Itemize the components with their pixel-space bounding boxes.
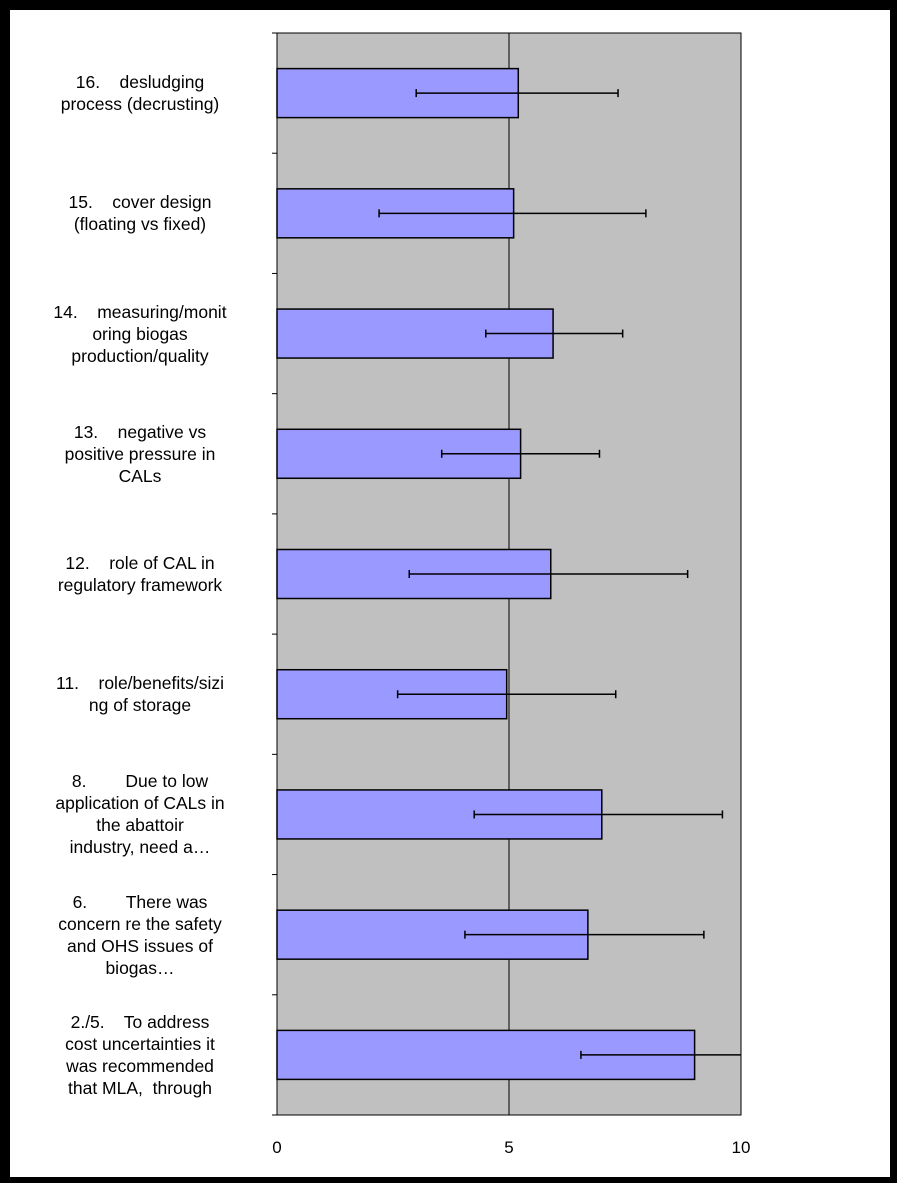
category-label: 13. negative vs positive pressure in CAL… — [64, 421, 216, 486]
category-label: 11. role/benefits/sizi ng of storage — [56, 673, 224, 716]
x-tick-label: 5 — [504, 1138, 514, 1157]
bar — [276, 428, 522, 480]
category-label: 16. desludging process (decrusting) — [60, 72, 220, 115]
category-label: 14. measuring/monit oring biogas product… — [53, 301, 227, 366]
x-tick-label: 10 — [731, 1138, 751, 1157]
category-label: 15. cover design (floating vs fixed) — [68, 192, 212, 235]
category-label: 6. There was concern re the safety and O… — [58, 891, 222, 978]
category-label: 8. Due to low application of CALs in the… — [55, 771, 225, 858]
x-tick-label: 0 — [272, 1138, 282, 1157]
category-label: 12. role of CAL in regulatory framework — [57, 553, 223, 595]
category-label: 2./5. To address cost uncertainties it w… — [65, 1011, 215, 1098]
